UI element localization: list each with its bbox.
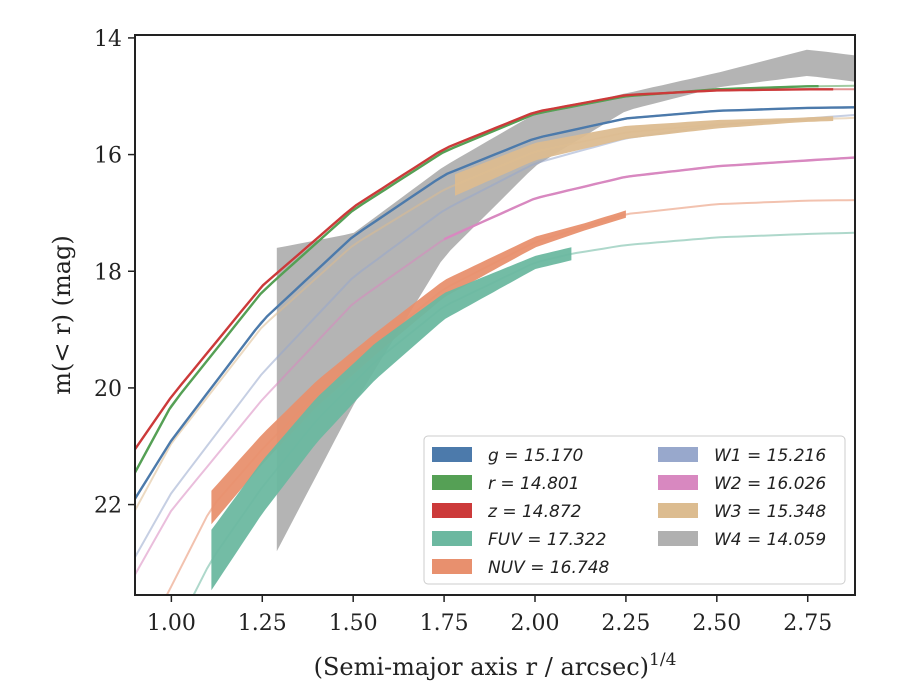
legend-swatch — [432, 447, 472, 462]
y-tick-label: 16 — [94, 144, 122, 169]
x-tick-label: 1.25 — [238, 611, 287, 636]
legend-label: z = 14.872 — [487, 502, 581, 522]
legend-item-nuv: NUV = 16.748 — [432, 558, 610, 578]
x-tick-label: 2.25 — [601, 611, 650, 636]
legend-label: W1 = 15.216 — [714, 446, 826, 466]
legend-label: W2 = 16.026 — [714, 474, 826, 494]
x-tick-label: 2.50 — [692, 611, 741, 636]
legend-item-r: r = 14.801 — [432, 474, 580, 494]
legend-item-w1: W1 = 15.216 — [658, 446, 826, 466]
series-nuv — [165, 199, 855, 595]
series-w2 — [135, 156, 855, 576]
solid-g — [135, 106, 855, 500]
y-tick-label: 22 — [94, 494, 122, 519]
solid-z — [135, 88, 834, 450]
band-w3 — [455, 116, 834, 196]
legend: g = 15.170 r = 14.801 z = 14.872 FUV = 17.3… — [423, 435, 846, 585]
y-tick-label: 20 — [94, 377, 122, 402]
legend-swatch — [432, 559, 472, 574]
x-tick-label: 2.00 — [511, 611, 560, 636]
legend-box — [423, 435, 846, 585]
solid-w2 — [443, 156, 855, 241]
x-axis-title: (Semi-major axis r / arcsec)1/4 — [314, 650, 677, 681]
legend-swatch — [658, 475, 698, 490]
legend-label: NUV = 16.748 — [488, 558, 610, 578]
legend-swatch — [432, 475, 472, 490]
legend-item-g: g = 15.170 — [432, 446, 583, 466]
series-w4 — [276, 49, 855, 552]
plot-area — [135, 49, 855, 595]
x-tick-label: 1.00 — [147, 611, 196, 636]
legend-item-w2: W2 = 16.026 — [658, 474, 826, 494]
band-w4 — [276, 49, 855, 552]
legend-item-w4: W4 = 14.059 — [658, 530, 826, 550]
legend-label: W3 = 15.348 — [714, 502, 826, 522]
y-tick-label: 14 — [94, 27, 122, 52]
x-tick-label: 2.75 — [783, 611, 832, 636]
legend-item-w3: W3 = 15.348 — [658, 502, 826, 522]
legend-swatch — [432, 503, 472, 518]
series-fuv — [192, 231, 855, 595]
legend-label: g = 15.170 — [488, 446, 583, 466]
x-axis-title-superscript: 1/4 — [649, 650, 676, 670]
legend-swatch — [658, 503, 698, 518]
series-w3 — [135, 116, 855, 511]
legend-item-z: z = 14.872 — [432, 502, 581, 522]
legend-swatch — [658, 531, 698, 546]
y-tick-label: 18 — [94, 260, 122, 285]
x-tick-label: 1.50 — [329, 611, 378, 636]
legend-item-fuv: FUV = 17.322 — [432, 530, 606, 550]
x-tick-label: 1.75 — [420, 611, 469, 636]
legend-label: W4 = 14.059 — [714, 530, 826, 550]
axes: 1.00 1.25 1.50 1.75 2.00 2.25 2.50 2.75 14 16 18 20… — [48, 27, 832, 681]
y-axis-title: m(< r) (mag) — [48, 235, 76, 394]
series-z — [135, 88, 855, 450]
legend-label: FUV = 17.322 — [488, 530, 606, 550]
legend-swatch — [432, 531, 472, 546]
legend-label: r = 14.801 — [488, 474, 580, 494]
plot-frame — [134, 34, 856, 596]
series-g — [135, 106, 855, 500]
legend-swatch — [658, 447, 698, 462]
